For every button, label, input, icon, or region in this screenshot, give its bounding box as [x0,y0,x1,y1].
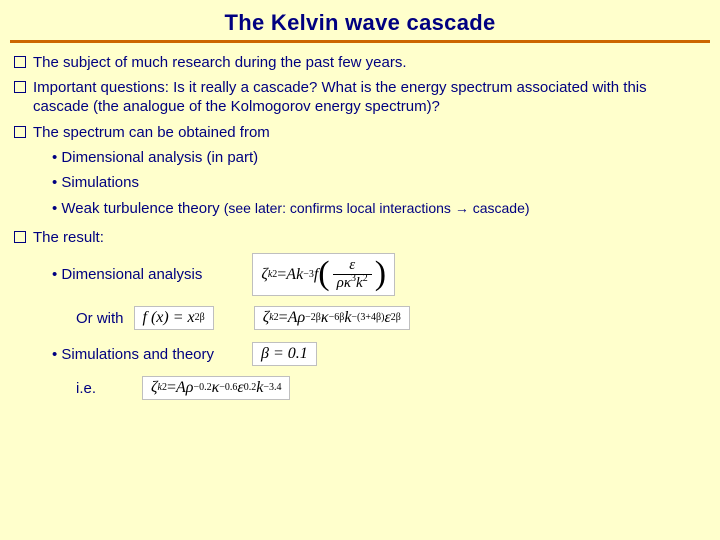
bullet-4-sub-1b-row: Or with f (x) = x2β ζk2 = Aρ−2βκ−6βk−(3+… [76,306,706,330]
f1-fraction: ε ρκ3k2 [333,257,372,292]
bullet-3-sub-3-paren: (see later: confirms local interactions … [224,200,530,216]
f3-eps: ε [384,310,390,326]
ie-label: i.e. [76,379,96,399]
bullet-4-sub-2-row: Simulations and theory β = 0.1 [52,342,706,366]
f5-eq: = [167,380,176,396]
bullet-3-text: The spectrum can be obtained from [33,123,706,142]
f5-A: A [176,380,186,396]
bullet-3-sub-3: Weak turbulence theory (see later: confi… [52,199,706,219]
bullet-1-text: The subject of much research during the … [33,53,706,72]
bullet-4-sub-2b-row: i.e. ζk2 = Aρ−0.2κ−0.6ε0.2k−3.4 [76,376,706,400]
rparen-icon: ) [375,260,386,287]
bullet-4: The result: [14,228,706,247]
bullet-3-sub-2: Simulations [52,173,706,193]
f3-k: k [344,310,351,326]
orwith-label: Or with [76,309,124,329]
f1-den-rho: ρ [337,275,344,291]
square-bullet-icon [14,56,26,68]
bullet-3-sub-1: Dimensional analysis (in part) [52,148,706,168]
bullet-2-text: Important questions: Is it really a casc… [33,78,706,116]
formula-3: ζk2 = Aρ−2βκ−6βk−(3+4β)ε2β [254,306,410,330]
f5-eps: ε [237,380,243,396]
f1-lhs-base: ζ [261,267,267,283]
f5-rho: ρ [186,380,194,396]
f1-den: ρκ3k2 [333,275,372,292]
bullet-3-sub-3-main: Weak turbulence theory [52,200,224,217]
f2-lhs: f (x) = x [143,310,195,326]
f3-A: A [288,310,298,326]
bullet-3: The spectrum can be obtained from [14,123,706,142]
f1-num: ε [345,257,359,274]
bullet-4-sub-2-label: Simulations and theory [52,345,214,365]
content: The subject of much research during the … [0,53,720,400]
bullet-2: Important questions: Is it really a casc… [14,78,706,116]
f3-rho: ρ [297,310,305,326]
formula-5: ζk2 = Aρ−0.2κ−0.6ε0.2k−3.4 [142,376,290,400]
formula-2: f (x) = x2β [134,306,214,330]
slide: The Kelvin wave cascade The subject of m… [0,0,720,540]
f1-den-k: k [356,275,363,291]
f1-den-k-exp: 2 [363,273,368,284]
f1-den-kappa: κ [344,275,351,291]
square-bullet-icon [14,231,26,243]
formula-4: β = 0.1 [252,342,317,366]
bullet-4-sub-1-label: Dimensional analysis [52,265,202,285]
f5-kappa: κ [212,380,220,396]
f1-eq: = [277,267,286,283]
bullet-1: The subject of much research during the … [14,53,706,72]
title-wrap: The Kelvin wave cascade [0,0,720,36]
slide-title: The Kelvin wave cascade [224,10,495,36]
f4-text: β = 0.1 [261,346,308,362]
square-bullet-icon [14,126,26,138]
f1-A: A [286,267,296,283]
lparen-icon: ( [318,260,329,287]
bullet-4-text: The result: [33,228,706,247]
f5-lhs-base: ζ [151,380,157,396]
f3-eq: = [279,310,288,326]
title-rule [10,40,710,43]
bullet-4-sub-1-row: Dimensional analysis ζk2 = Ak−3 f ( ε ρκ… [52,253,706,296]
f1-k: k [296,267,303,283]
square-bullet-icon [14,81,26,93]
f5-k: k [256,380,263,396]
formula-1: ζk2 = Ak−3 f ( ε ρκ3k2 ) [252,253,395,296]
f3-kappa: κ [321,310,329,326]
